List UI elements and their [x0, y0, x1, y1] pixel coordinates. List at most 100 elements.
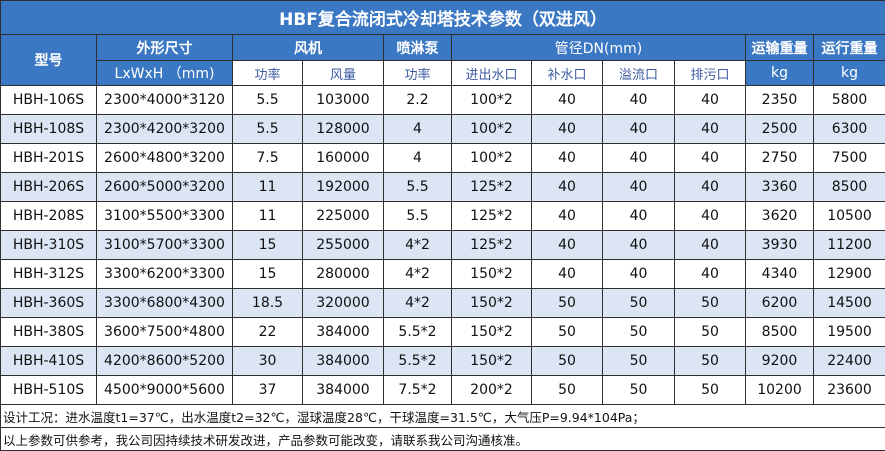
header-pipe-dn: 管径DN(mm): [452, 35, 746, 61]
cell-model: HBH-312S: [1, 260, 97, 289]
cell-overflow: 40: [603, 202, 675, 231]
cell-shipping-weight: 3360: [746, 173, 814, 202]
cell-drain: 40: [675, 144, 746, 173]
header-makeup: 补水口: [532, 61, 603, 86]
cell-pump-power: 5.5*2: [384, 318, 452, 347]
cell-overflow: 50: [603, 289, 675, 318]
cell-drain: 40: [675, 260, 746, 289]
header-pump-power: 功率: [384, 61, 452, 86]
cell-model: HBH-380S: [1, 318, 97, 347]
header-fan-airflow: 风量: [303, 61, 384, 86]
cell-inlet-outlet: 150*2: [452, 347, 532, 376]
header-shipping-unit: kg: [746, 61, 814, 86]
cell-fan-power: 37: [233, 376, 303, 405]
header-drain: 排污口: [675, 61, 746, 86]
cell-fan-power: 11: [233, 202, 303, 231]
cell-dimensions: 2600*4800*3200: [97, 144, 233, 173]
cell-airflow: 280000: [303, 260, 384, 289]
cell-inlet-outlet: 100*2: [452, 144, 532, 173]
spec-sheet: HBF复合流闭式冷却塔技术参数（双进风） 型号 外形尺寸 风机 喷淋泵 管径DN…: [0, 0, 885, 432]
cell-operating-weight: 8500: [814, 173, 885, 202]
cell-overflow: 40: [603, 86, 675, 115]
cell-inlet-outlet: 150*2: [452, 260, 532, 289]
header-dimensions: 外形尺寸: [97, 35, 233, 61]
header-spray-pump: 喷淋泵: [384, 35, 452, 61]
cell-model: HBH-410S: [1, 347, 97, 376]
cell-airflow: 255000: [303, 231, 384, 260]
header-model: 型号: [1, 35, 97, 86]
cell-inlet-outlet: 100*2: [452, 115, 532, 144]
cell-model: HBH-310S: [1, 231, 97, 260]
cell-overflow: 40: [603, 231, 675, 260]
cell-dimensions: 3100*5700*3300: [97, 231, 233, 260]
cell-airflow: 128000: [303, 115, 384, 144]
cell-inlet-outlet: 150*2: [452, 289, 532, 318]
header-fan-power: 功率: [233, 61, 303, 86]
cell-drain: 50: [675, 289, 746, 318]
cell-pump-power: 2.2: [384, 86, 452, 115]
cell-makeup: 40: [532, 260, 603, 289]
table-title: HBF复合流闭式冷却塔技术参数（双进风）: [1, 1, 885, 35]
cell-model: HBH-208S: [1, 202, 97, 231]
cell-fan-power: 5.5: [233, 115, 303, 144]
cell-operating-weight: 5800: [814, 86, 885, 115]
cell-overflow: 50: [603, 318, 675, 347]
cell-model: HBH-206S: [1, 173, 97, 202]
cell-makeup: 50: [532, 376, 603, 405]
cell-overflow: 40: [603, 115, 675, 144]
cell-drain: 40: [675, 231, 746, 260]
cell-inlet-outlet: 125*2: [452, 231, 532, 260]
cell-model: HBH-510S: [1, 376, 97, 405]
cell-overflow: 50: [603, 376, 675, 405]
cell-pump-power: 4*2: [384, 231, 452, 260]
cell-inlet-outlet: 150*2: [452, 318, 532, 347]
cell-shipping-weight: 6200: [746, 289, 814, 318]
cell-makeup: 40: [532, 144, 603, 173]
cell-fan-power: 18.5: [233, 289, 303, 318]
cell-model: HBH-201S: [1, 144, 97, 173]
cell-dimensions: 3100*5500*3300: [97, 202, 233, 231]
cell-fan-power: 15: [233, 260, 303, 289]
cell-operating-weight: 10500: [814, 202, 885, 231]
cell-drain: 40: [675, 202, 746, 231]
cell-dimensions: 3600*7500*4800: [97, 318, 233, 347]
cell-model: HBH-360S: [1, 289, 97, 318]
cell-operating-weight: 19500: [814, 318, 885, 347]
cell-airflow: 103000: [303, 86, 384, 115]
design-note: 设计工况：进水温度t1=37℃，出水温度t2=32℃，湿球温度28℃，干球温度=…: [1, 405, 885, 428]
design-note: 以上参数可供参考，我公司因持续技术研发改进，产品参数可能改变，请联系我公司沟通核…: [1, 428, 885, 451]
cell-pump-power: 5.5: [384, 202, 452, 231]
header-inlet-outlet: 进出水口: [452, 61, 532, 86]
cell-makeup: 40: [532, 86, 603, 115]
note-row: 设计工况：进水温度t1=37℃，出水温度t2=32℃，湿球温度28℃，干球温度=…: [1, 405, 885, 428]
header-shipping-weight: 运输重量: [746, 35, 814, 61]
cell-drain: 40: [675, 173, 746, 202]
cell-dimensions: 4200*8600*5200: [97, 347, 233, 376]
header-overflow: 溢流口: [603, 61, 675, 86]
cell-drain: 40: [675, 86, 746, 115]
cell-airflow: 384000: [303, 318, 384, 347]
cell-operating-weight: 22400: [814, 347, 885, 376]
cell-pump-power: 4: [384, 115, 452, 144]
cell-drain: 50: [675, 376, 746, 405]
cell-inlet-outlet: 200*2: [452, 376, 532, 405]
cell-inlet-outlet: 125*2: [452, 202, 532, 231]
cell-fan-power: 22: [233, 318, 303, 347]
cell-operating-weight: 6300: [814, 115, 885, 144]
cell-shipping-weight: 2350: [746, 86, 814, 115]
cell-airflow: 384000: [303, 347, 384, 376]
cell-fan-power: 15: [233, 231, 303, 260]
cell-operating-weight: 14500: [814, 289, 885, 318]
cell-dimensions: 3300*6800*4300: [97, 289, 233, 318]
cell-operating-weight: 7500: [814, 144, 885, 173]
cell-fan-power: 30: [233, 347, 303, 376]
cell-inlet-outlet: 125*2: [452, 173, 532, 202]
